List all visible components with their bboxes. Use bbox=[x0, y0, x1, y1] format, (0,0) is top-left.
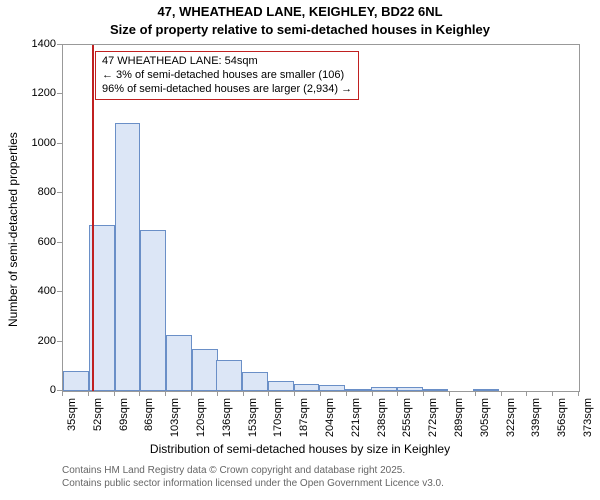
xtick-label: 35sqm bbox=[66, 398, 78, 448]
xtick-label: 339sqm bbox=[530, 398, 542, 448]
xtick-label: 136sqm bbox=[221, 398, 233, 448]
histogram-bar bbox=[115, 123, 141, 391]
xtick-label: 373sqm bbox=[582, 398, 594, 448]
ytick-label: 800 bbox=[6, 186, 56, 198]
xtick-label: 272sqm bbox=[427, 398, 439, 448]
histogram-bar bbox=[345, 389, 371, 391]
histogram-bar bbox=[268, 381, 294, 391]
xtick-label: 170sqm bbox=[272, 398, 284, 448]
annotation-line: 47 WHEATHEAD LANE: 54sqm bbox=[102, 55, 352, 69]
xtick-label: 322sqm bbox=[505, 398, 517, 448]
histogram-bar bbox=[473, 389, 499, 391]
histogram-bar bbox=[166, 335, 192, 391]
ytick-label: 1400 bbox=[6, 38, 56, 50]
histogram-bar bbox=[140, 230, 166, 391]
y-axis-label: Number of semi-detached properties bbox=[6, 132, 20, 327]
chart-title-line2: Size of property relative to semi-detach… bbox=[0, 22, 600, 37]
ytick-label: 1000 bbox=[6, 137, 56, 149]
annotation-line: ← 3% of semi-detached houses are smaller… bbox=[102, 69, 352, 83]
plot-area: 47 WHEATHEAD LANE: 54sqm← 3% of semi-det… bbox=[62, 44, 580, 392]
histogram-bar bbox=[63, 371, 89, 391]
annotation-box: 47 WHEATHEAD LANE: 54sqm← 3% of semi-det… bbox=[95, 51, 359, 100]
footer-line: Contains public sector information licen… bbox=[62, 477, 444, 490]
chart-title-line1: 47, WHEATHEAD LANE, KEIGHLEY, BD22 6NL bbox=[0, 4, 600, 19]
ytick-label: 1200 bbox=[6, 87, 56, 99]
xtick-label: 120sqm bbox=[195, 398, 207, 448]
xtick-label: 238sqm bbox=[376, 398, 388, 448]
xtick-label: 103sqm bbox=[169, 398, 181, 448]
histogram-bar bbox=[192, 349, 218, 391]
xtick-label: 356sqm bbox=[556, 398, 568, 448]
footer-line: Contains HM Land Registry data © Crown c… bbox=[62, 464, 444, 477]
xtick-label: 305sqm bbox=[479, 398, 491, 448]
ytick-label: 0 bbox=[6, 384, 56, 396]
histogram-bar bbox=[423, 389, 449, 391]
footer-attribution: Contains HM Land Registry data © Crown c… bbox=[62, 464, 444, 490]
histogram-bar bbox=[216, 360, 242, 391]
ytick-label: 600 bbox=[6, 236, 56, 248]
histogram-bar bbox=[319, 385, 345, 391]
xtick-label: 289sqm bbox=[453, 398, 465, 448]
reference-line bbox=[92, 45, 94, 391]
xtick-label: 255sqm bbox=[401, 398, 413, 448]
histogram-bar bbox=[371, 387, 397, 391]
xtick-label: 52sqm bbox=[92, 398, 104, 448]
annotation-line: 96% of semi-detached houses are larger (… bbox=[102, 83, 352, 97]
xtick-label: 187sqm bbox=[298, 398, 310, 448]
ytick-label: 200 bbox=[6, 335, 56, 347]
chart-container: 47, WHEATHEAD LANE, KEIGHLEY, BD22 6NL S… bbox=[0, 0, 600, 500]
histogram-bar bbox=[294, 384, 320, 391]
xtick-label: 86sqm bbox=[143, 398, 155, 448]
xtick-label: 221sqm bbox=[350, 398, 362, 448]
xtick-label: 69sqm bbox=[118, 398, 130, 448]
ytick-label: 400 bbox=[6, 285, 56, 297]
histogram-bar bbox=[242, 372, 268, 391]
xtick-label: 204sqm bbox=[324, 398, 336, 448]
histogram-bar bbox=[397, 387, 423, 391]
xtick-label: 153sqm bbox=[247, 398, 259, 448]
